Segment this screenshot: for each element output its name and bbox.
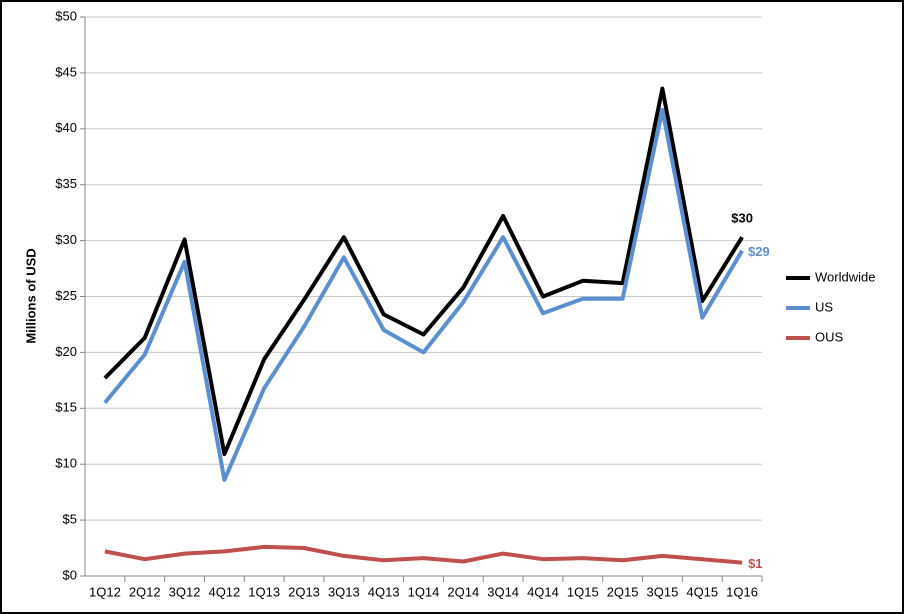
y-tick-label: $35 (55, 176, 77, 191)
data-label: $30 (731, 211, 753, 226)
x-tick-label: 1Q15 (567, 584, 599, 599)
legend-label: US (815, 299, 833, 314)
x-tick-label: 4Q12 (208, 584, 240, 599)
data-label: $1 (748, 556, 762, 571)
data-label: $29 (748, 244, 770, 259)
x-tick-label: 3Q13 (328, 584, 360, 599)
x-tick-label: 3Q14 (487, 584, 519, 599)
x-tick-label: 4Q15 (686, 584, 718, 599)
x-tick-label: 2Q13 (288, 584, 320, 599)
y-tick-label: $25 (55, 288, 77, 303)
x-tick-label: 2Q15 (607, 584, 639, 599)
y-tick-label: $30 (55, 232, 77, 247)
y-tick-label: $5 (63, 512, 77, 527)
y-axis-label: Millions of USD (23, 248, 38, 343)
y-tick-label: $15 (55, 400, 77, 415)
y-tick-label: $50 (55, 8, 77, 23)
x-tick-label: 2Q12 (129, 584, 161, 599)
legend-label: Worldwide (815, 269, 875, 284)
series-line (103, 86, 744, 457)
x-tick-label: 1Q12 (89, 584, 121, 599)
x-tick-label: 1Q16 (726, 584, 758, 599)
x-tick-label: 3Q12 (169, 584, 201, 599)
y-tick-label: $10 (55, 456, 77, 471)
x-tick-label: 1Q13 (248, 584, 280, 599)
y-tick-label: $45 (55, 64, 77, 79)
x-tick-label: 4Q13 (368, 584, 400, 599)
series-line (104, 544, 743, 565)
x-tick-label: 3Q15 (647, 584, 679, 599)
legend-label: OUS (815, 329, 844, 344)
x-tick-label: 4Q14 (527, 584, 559, 599)
x-tick-label: 1Q14 (408, 584, 440, 599)
x-tick-label: 2Q14 (447, 584, 479, 599)
y-tick-label: $40 (55, 120, 77, 135)
y-tick-label: $20 (55, 344, 77, 359)
y-tick-label: $0 (63, 567, 77, 582)
series-line (103, 107, 744, 482)
